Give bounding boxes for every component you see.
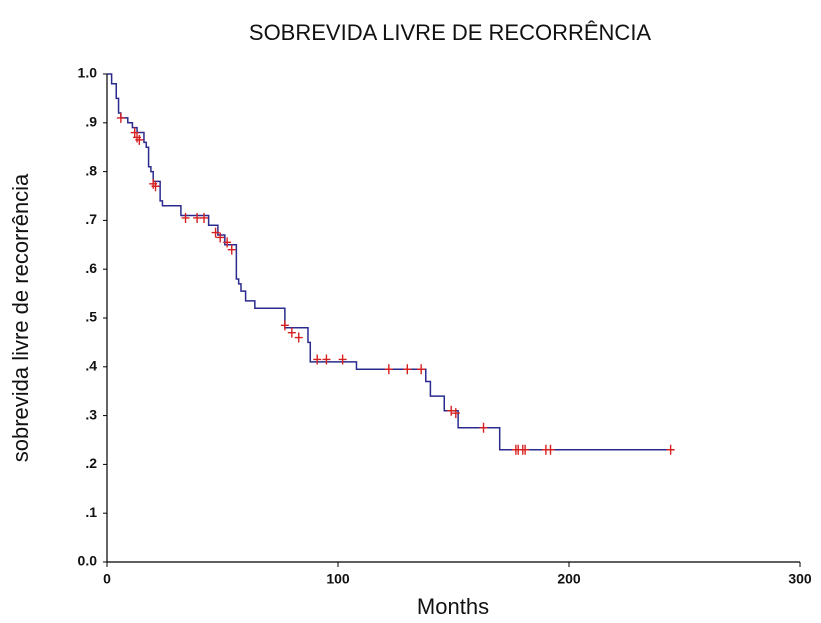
survival-line [107, 73, 671, 451]
y-tick-label: .4 [85, 358, 97, 374]
censor-mark [451, 408, 460, 419]
y-axis-label: sobrevida livre de recorrência [8, 173, 33, 462]
censor-mark [313, 354, 322, 365]
censor-mark [280, 320, 289, 331]
censor-mark [294, 332, 303, 343]
censor-mark [546, 444, 555, 455]
censor-mark [384, 364, 393, 375]
censor-mark [151, 181, 160, 192]
censor-mark [447, 405, 456, 416]
censor-mark [322, 354, 331, 365]
censor-mark [521, 444, 530, 455]
y-tick-label: 1.0 [78, 65, 98, 81]
y-tick-label: .6 [85, 260, 97, 276]
censor-mark [403, 364, 412, 375]
x-tick-label: 300 [788, 571, 812, 587]
censor-mark [479, 422, 488, 433]
y-tick-label: .7 [85, 211, 97, 227]
y-tick-label: .2 [85, 455, 97, 471]
censor-mark [135, 134, 144, 145]
censor-mark [287, 327, 296, 338]
chart-title: SOBREVIDA LIVRE DE RECORRÊNCIA [249, 20, 652, 45]
x-tick-label: 100 [326, 571, 350, 587]
y-tick-label: .8 [85, 162, 97, 178]
y-tick-label: .1 [85, 504, 97, 520]
censor-mark [211, 227, 220, 238]
x-tick-label: 200 [557, 571, 581, 587]
censor-mark [666, 444, 675, 455]
y-tick-label: 0.0 [78, 553, 98, 569]
x-axis-label: Months [417, 594, 489, 619]
censor-mark [338, 354, 347, 365]
y-tick-label: .5 [85, 309, 97, 325]
y-tick-label: .9 [85, 114, 97, 130]
censor-mark [116, 112, 125, 123]
censor-mark [216, 232, 225, 243]
y-tick-label: .3 [85, 406, 97, 422]
censor-mark [223, 237, 232, 248]
x-tick-label: 0 [103, 571, 111, 587]
censor-mark [181, 212, 190, 223]
censor-mark [200, 212, 209, 223]
censor-mark [417, 364, 426, 375]
censor-mark [193, 212, 202, 223]
censor-mark [227, 244, 236, 255]
